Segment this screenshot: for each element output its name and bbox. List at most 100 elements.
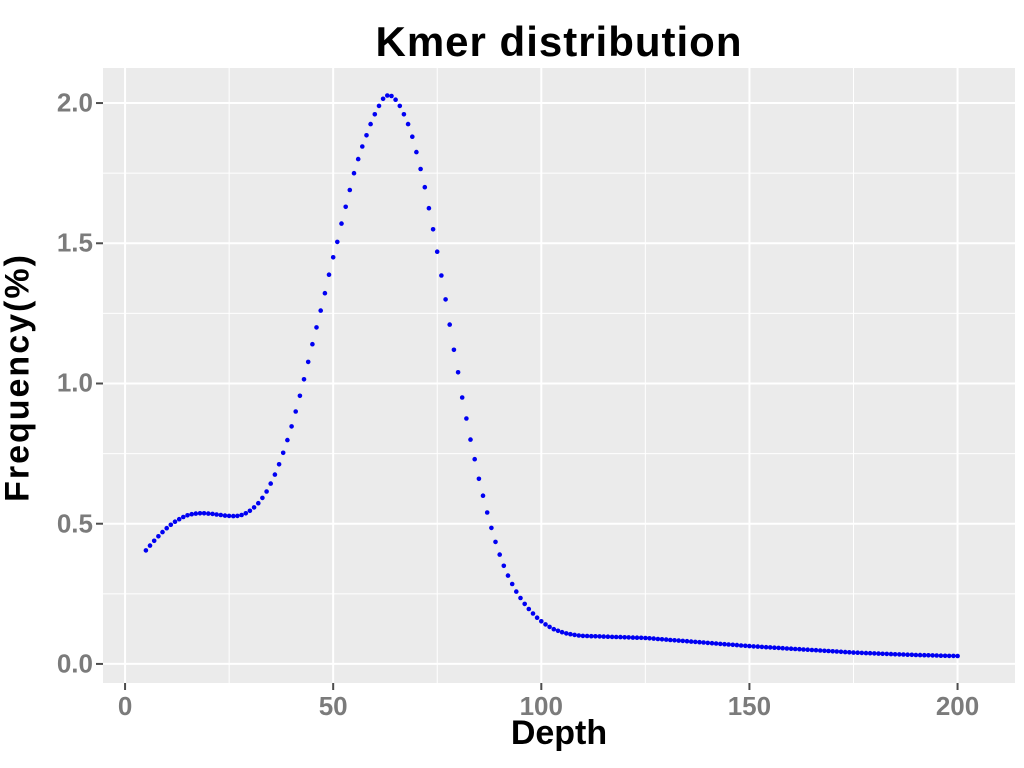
data-point [376, 103, 382, 109]
major-gridlines [103, 68, 1015, 683]
data-point [459, 395, 465, 400]
data-point [451, 347, 457, 353]
data-point [231, 513, 236, 519]
data-point [863, 650, 869, 656]
data-point [476, 476, 482, 482]
data-point [368, 121, 373, 127]
data-point [834, 649, 840, 654]
data-point [484, 510, 490, 515]
data-point [942, 653, 948, 659]
data-point [501, 563, 507, 569]
x-tick-label: 200 [935, 691, 980, 721]
data-point [684, 638, 690, 644]
data-point [551, 626, 557, 632]
data-point [289, 424, 294, 429]
data-point [572, 632, 577, 638]
data-point [926, 653, 931, 658]
data-point [255, 500, 261, 506]
data-point [326, 272, 332, 278]
data-point [414, 149, 419, 155]
data-point [343, 204, 349, 210]
data-point [884, 651, 890, 657]
data-point [430, 227, 436, 232]
data-point [218, 512, 224, 518]
data-point [718, 641, 723, 647]
data-point [397, 103, 403, 109]
data-point [946, 653, 952, 659]
data-point [443, 297, 448, 302]
data-point [405, 121, 411, 127]
data-point [568, 631, 573, 637]
data-point [880, 651, 885, 657]
data-point [647, 636, 652, 641]
data-point [722, 641, 727, 647]
data-point [330, 254, 336, 260]
data-point [897, 652, 902, 657]
data-point [164, 525, 169, 531]
data-point [580, 633, 586, 639]
data-point [514, 589, 519, 594]
data-point [160, 529, 165, 535]
data-point [260, 495, 265, 501]
data-point [301, 377, 307, 382]
data-point [597, 634, 602, 639]
data-point [559, 629, 565, 635]
data-point [747, 643, 752, 649]
data-point [210, 511, 215, 517]
data-point [464, 416, 469, 421]
data-point [530, 611, 536, 616]
data-point [143, 548, 149, 553]
x-tick-label: 50 [318, 691, 348, 721]
data-point [763, 644, 769, 650]
data-point [280, 450, 286, 456]
data-point [372, 112, 378, 117]
data-point [243, 511, 249, 516]
y-tick-label: 1.0 [56, 367, 93, 398]
x-tick-label: 0 [117, 691, 133, 721]
data-point [355, 156, 361, 162]
data-point [759, 644, 765, 650]
data-point [497, 552, 503, 557]
data-point [189, 511, 194, 517]
data-point [626, 635, 631, 640]
plot-panel [103, 68, 1015, 683]
data-point [509, 581, 515, 587]
data-points [143, 93, 960, 659]
data-point [934, 653, 939, 658]
minor-gridlines [103, 68, 1015, 683]
data-point [672, 638, 677, 643]
data-point [655, 636, 661, 642]
data-point [522, 601, 527, 607]
data-point [705, 640, 711, 646]
data-point [847, 650, 852, 655]
data-point [909, 652, 915, 658]
data-point [730, 642, 736, 648]
data-point [181, 514, 186, 520]
data-point [755, 644, 761, 649]
data-point [214, 512, 219, 517]
data-point [564, 631, 569, 636]
data-point [855, 650, 860, 655]
data-point [480, 493, 486, 499]
data-point [751, 644, 756, 649]
data-point [276, 462, 282, 467]
data-point [905, 652, 910, 657]
data-point [780, 645, 785, 651]
data-point [605, 634, 611, 639]
data-point [609, 634, 615, 640]
data-point [776, 645, 781, 651]
data-point [801, 647, 806, 652]
data-point [876, 651, 881, 656]
data-point [310, 341, 315, 347]
data-point [439, 273, 444, 278]
data-point [651, 636, 656, 641]
data-point [389, 93, 394, 99]
data-point [643, 635, 648, 641]
data-point [418, 166, 423, 172]
data-point [842, 649, 848, 655]
data-point [239, 512, 244, 518]
data-point [305, 359, 311, 365]
data-point [734, 642, 740, 648]
data-point [901, 652, 906, 657]
